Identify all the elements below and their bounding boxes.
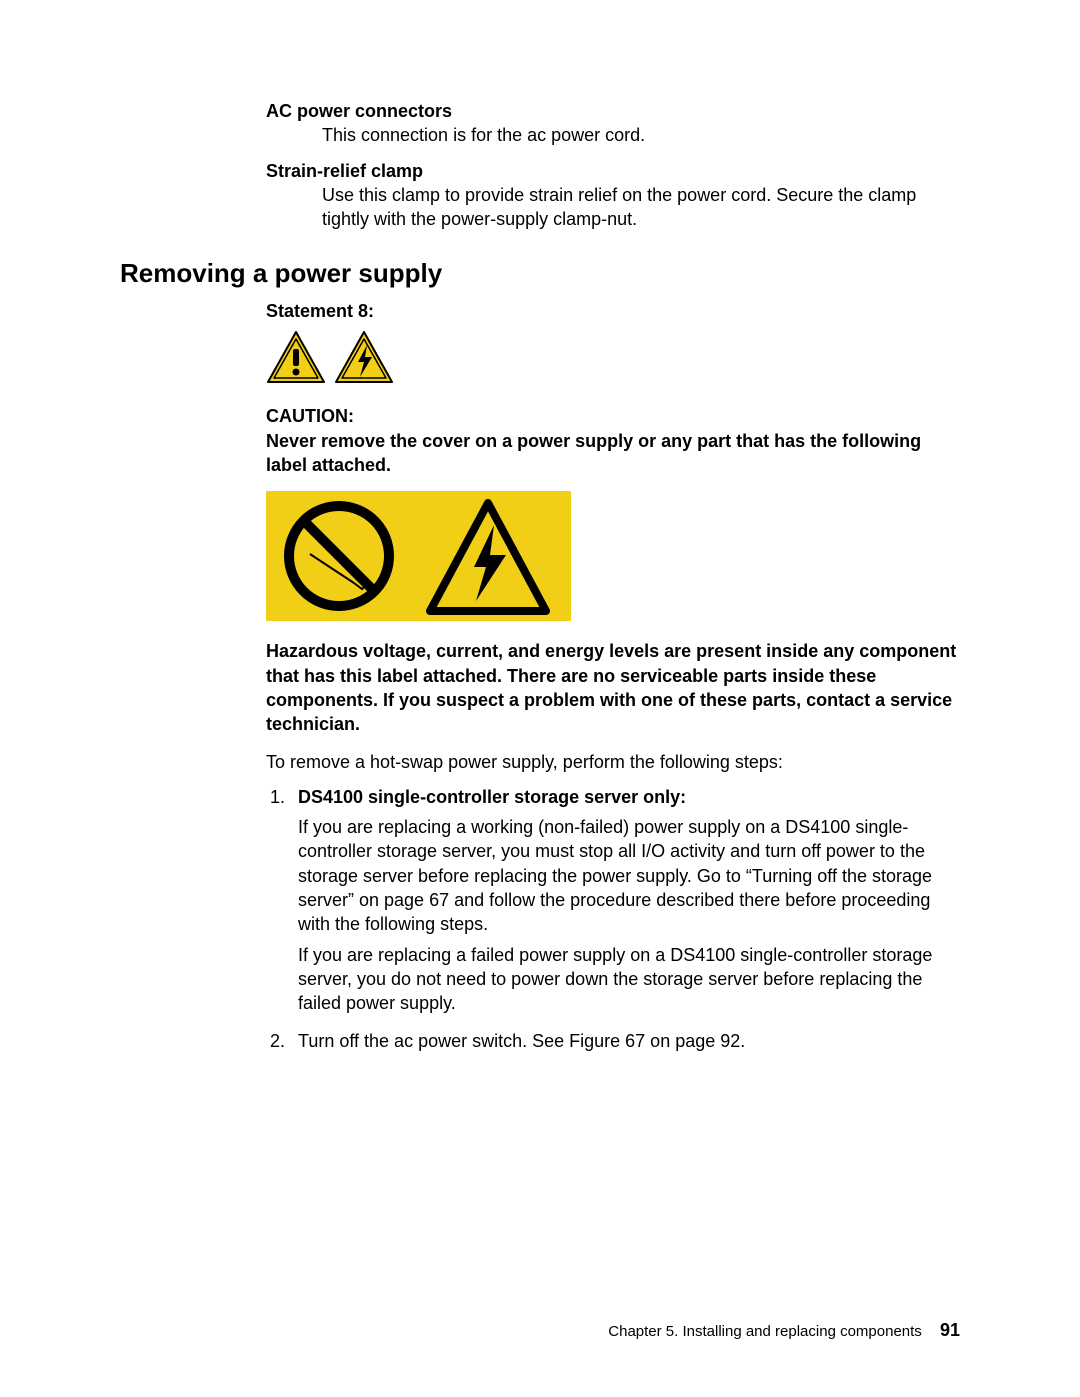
term-ac-power: AC power connectors <box>266 100 960 123</box>
step-2: Turn off the ac power switch. See Figure… <box>290 1029 960 1053</box>
def-strain-relief: Use this clamp to provide strain relief … <box>322 183 960 232</box>
warning-triangles-row <box>266 330 960 384</box>
statement-block: Statement 8: CAUTION: Nev <box>266 301 960 1054</box>
step-1-para-1: If you are replacing a working (non-fail… <box>298 815 960 936</box>
step-1: DS4100 single-controller storage server … <box>290 785 960 1016</box>
caution-heading: CAUTION: <box>266 406 960 427</box>
definition-strain-relief: Strain-relief clamp Use this clamp to pr… <box>266 160 960 232</box>
hazard-label-graphic <box>266 491 571 621</box>
footer-page-number: 91 <box>940 1320 960 1340</box>
statement-label: Statement 8: <box>266 301 960 322</box>
caution-text: Never remove the cover on a power supply… <box>266 429 960 478</box>
step-2-text: Turn off the ac power switch. See Figure… <box>298 1031 745 1051</box>
footer-chapter: Chapter 5. Installing and replacing comp… <box>608 1323 922 1340</box>
hazard-text: Hazardous voltage, current, and energy l… <box>266 639 960 736</box>
intro-paragraph: To remove a hot-swap power supply, perfo… <box>266 750 960 774</box>
steps-list: DS4100 single-controller storage server … <box>266 785 960 1054</box>
step-1-para-2: If you are replacing a failed power supp… <box>298 943 960 1016</box>
caution-triangle-icon <box>266 330 326 384</box>
definition-ac-power: AC power connectors This connection is f… <box>266 100 960 148</box>
electrical-hazard-triangle-icon <box>334 330 394 384</box>
page-footer: Chapter 5. Installing and replacing comp… <box>608 1320 960 1341</box>
step-1-title: DS4100 single-controller storage server … <box>298 787 686 807</box>
section-heading: Removing a power supply <box>120 258 960 289</box>
term-strain-relief: Strain-relief clamp <box>266 160 960 183</box>
def-ac-power: This connection is for the ac power cord… <box>322 123 960 147</box>
document-page: AC power connectors This connection is f… <box>0 0 1080 1397</box>
